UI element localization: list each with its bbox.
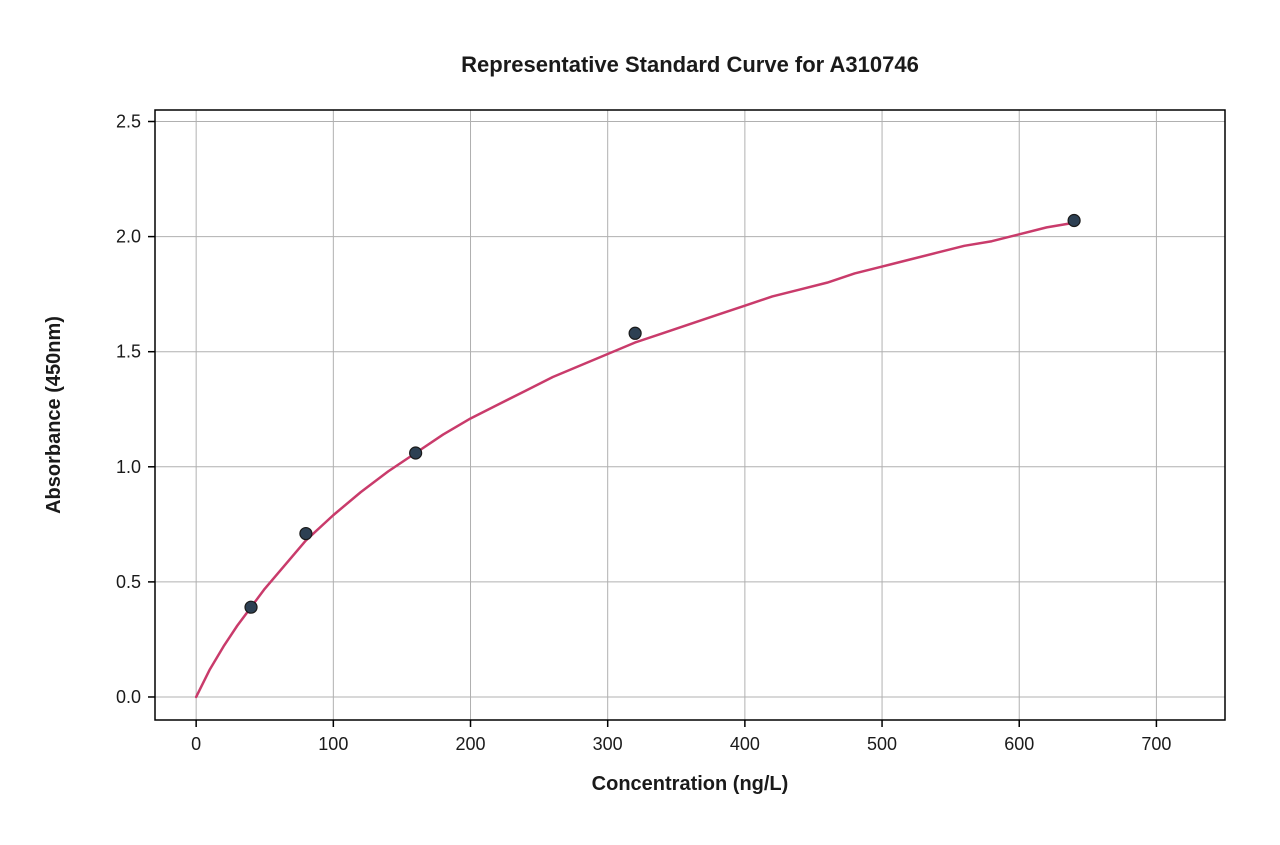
x-tick-label: 500: [867, 734, 897, 754]
x-axis-label: Concentration (ng/L): [592, 773, 789, 795]
data-marker: [1068, 214, 1080, 226]
y-tick-label: 0.5: [116, 572, 141, 592]
chart-title: Representative Standard Curve for A31074…: [461, 52, 919, 77]
data-marker: [300, 528, 312, 540]
y-tick-label: 0.0: [116, 687, 141, 707]
x-tick-label: 300: [593, 734, 623, 754]
x-tick-label: 0: [191, 734, 201, 754]
y-tick-label: 1.5: [116, 342, 141, 362]
standard-curve-chart: 0 100 200 300 400 500 600 700 0.0 0.5 1.0 1.5 2.0 2.5…: [0, 0, 1280, 845]
data-marker: [629, 327, 641, 339]
x-tick-label: 400: [730, 734, 760, 754]
x-tick-label: 200: [455, 734, 485, 754]
chart-background: [0, 0, 1280, 845]
x-tick-label: 700: [1141, 734, 1171, 754]
x-tick-label: 100: [318, 734, 348, 754]
y-tick-label: 1.0: [116, 457, 141, 477]
data-marker: [410, 447, 422, 459]
y-tick-label: 2.5: [116, 112, 141, 132]
data-marker: [245, 601, 257, 613]
x-tick-label: 600: [1004, 734, 1034, 754]
y-axis-label: Absorbance (450nm): [43, 316, 65, 514]
chart-container: 0 100 200 300 400 500 600 700 0.0 0.5 1.0 1.5 2.0 2.5…: [0, 0, 1280, 845]
y-tick-label: 2.0: [116, 227, 141, 247]
